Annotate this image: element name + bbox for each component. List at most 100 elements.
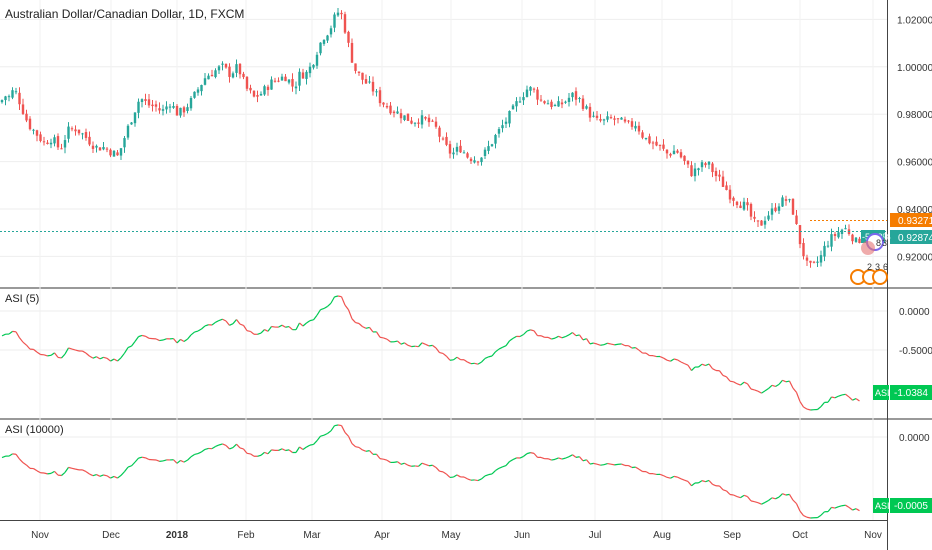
candle-body bbox=[308, 66, 312, 74]
asi-segment bbox=[726, 376, 731, 382]
asi-segment bbox=[764, 499, 769, 503]
asi-segment bbox=[369, 327, 374, 333]
candle-body bbox=[196, 89, 200, 93]
asi-segment bbox=[568, 332, 573, 336]
y-tick-label: 1.02000 bbox=[897, 15, 932, 26]
asi-segment bbox=[680, 478, 685, 481]
asi-segment bbox=[75, 349, 80, 352]
asi-segment bbox=[96, 356, 101, 360]
asi-segment bbox=[316, 435, 321, 442]
asi-segment bbox=[421, 462, 426, 465]
candle-body bbox=[805, 257, 809, 261]
asi-segment bbox=[666, 359, 671, 362]
candle-body bbox=[840, 229, 844, 235]
asi-segment bbox=[666, 476, 671, 479]
candle-body bbox=[476, 161, 480, 163]
candle-body bbox=[490, 144, 494, 147]
candle-body bbox=[231, 73, 235, 78]
candle-body bbox=[350, 42, 354, 63]
x-tick-label: Sep bbox=[723, 530, 741, 541]
event-badge-circle-5[interactable] bbox=[872, 269, 888, 285]
asi-segment bbox=[222, 318, 227, 322]
candle-body bbox=[634, 125, 637, 129]
asi-segment bbox=[463, 476, 468, 480]
candle-body bbox=[774, 207, 777, 212]
asi-segment bbox=[484, 356, 489, 360]
asi-segment bbox=[477, 361, 482, 365]
asi-segment bbox=[393, 461, 398, 463]
asi-segment bbox=[242, 325, 248, 332]
asi-segment bbox=[337, 424, 342, 427]
candle-body bbox=[473, 160, 476, 163]
asi-segment bbox=[733, 381, 738, 385]
asi-segment bbox=[628, 465, 633, 469]
asi-segment bbox=[190, 331, 195, 336]
y-tick-label: 0.0000 bbox=[899, 433, 930, 444]
asi-segment bbox=[677, 476, 682, 480]
asi-segment bbox=[533, 330, 538, 337]
asi-segment bbox=[162, 338, 167, 341]
candle-body bbox=[273, 80, 277, 82]
asi-segment bbox=[302, 322, 307, 327]
asi-segment bbox=[355, 446, 360, 449]
y-tick-label: 0.96000 bbox=[897, 158, 932, 169]
candle-body bbox=[714, 170, 718, 177]
asi-segment bbox=[400, 462, 405, 465]
asi-segment bbox=[820, 511, 825, 516]
candle-body bbox=[105, 148, 109, 150]
asi-segment bbox=[138, 456, 143, 459]
asi-5-value: -1.0384 bbox=[894, 388, 928, 399]
event-badges[interactable]: 8 3 2 3 6 bbox=[850, 233, 888, 285]
asi-segment bbox=[607, 342, 612, 345]
asi-segment bbox=[323, 305, 328, 309]
asi-segment bbox=[123, 347, 129, 354]
candle-body bbox=[371, 81, 375, 92]
asi-segment bbox=[519, 455, 524, 459]
candle-body bbox=[203, 78, 207, 85]
asi-segment bbox=[708, 363, 713, 370]
asi-segment bbox=[33, 468, 38, 472]
candle-body bbox=[641, 132, 644, 138]
candle-body bbox=[301, 72, 305, 79]
candle-body bbox=[74, 129, 77, 132]
asi-segment bbox=[750, 388, 755, 391]
candle-body bbox=[165, 106, 168, 110]
asi-segment bbox=[607, 462, 612, 465]
candle-body bbox=[623, 119, 627, 122]
asi-segment bbox=[43, 472, 48, 475]
candle-body bbox=[763, 220, 767, 225]
asi-segment bbox=[330, 425, 335, 432]
asi-segment bbox=[421, 342, 426, 345]
asi-segment bbox=[376, 453, 381, 460]
candle-body bbox=[385, 106, 389, 108]
asi-segment bbox=[407, 344, 412, 348]
asi-segment bbox=[110, 475, 115, 479]
candle-body bbox=[361, 72, 364, 80]
candle-body bbox=[599, 119, 602, 121]
candle-body bbox=[259, 93, 263, 96]
candle-body bbox=[238, 63, 242, 75]
event-badge-circle-2[interactable] bbox=[861, 241, 875, 255]
asi-segment bbox=[425, 463, 430, 467]
candle-body bbox=[172, 106, 175, 108]
asi-segment bbox=[375, 331, 381, 338]
candle-body bbox=[375, 91, 378, 93]
candle-body bbox=[137, 101, 140, 113]
asi-segment bbox=[628, 345, 633, 349]
candle-body bbox=[574, 91, 578, 100]
candle-body bbox=[98, 147, 102, 151]
asi-segment bbox=[33, 348, 38, 353]
candle-body bbox=[39, 134, 42, 141]
asi-segment bbox=[432, 464, 437, 468]
asi-segment bbox=[831, 506, 836, 509]
candle-body bbox=[662, 144, 665, 149]
candle-body bbox=[609, 117, 613, 119]
candle-body bbox=[445, 136, 448, 145]
candle-body bbox=[88, 136, 91, 145]
asi-segment bbox=[306, 320, 311, 324]
candle-body bbox=[53, 137, 56, 144]
y-tick-label: -0.5000 bbox=[899, 346, 932, 357]
asi-segment bbox=[299, 322, 304, 327]
candle-body bbox=[732, 197, 735, 201]
